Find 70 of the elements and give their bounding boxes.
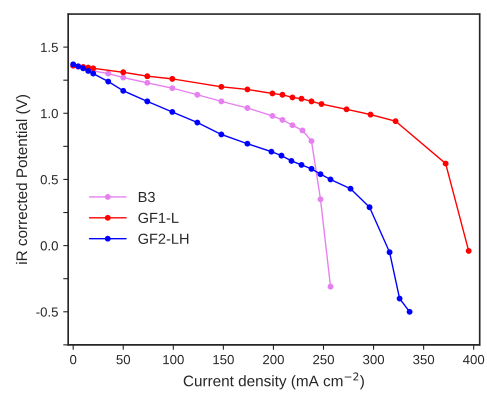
point — [298, 96, 304, 102]
y-tick-label: -0.5 — [36, 307, 58, 317]
point — [396, 296, 403, 302]
point — [144, 98, 150, 104]
point — [105, 70, 112, 77]
legend-label: GF2-LH — [138, 234, 188, 244]
point — [120, 88, 126, 94]
point — [298, 162, 304, 168]
point — [392, 118, 399, 124]
point — [244, 140, 250, 147]
legend-label: B3 — [138, 192, 155, 202]
point — [348, 186, 354, 192]
point — [218, 84, 224, 90]
point — [244, 86, 250, 92]
y-tick-label: 0.0 — [40, 241, 58, 251]
point — [90, 70, 96, 77]
y-tick-label: 0.5 — [40, 175, 58, 184]
point — [308, 98, 314, 104]
x-tick-label: 200 — [263, 354, 284, 364]
point — [120, 69, 126, 76]
point — [290, 122, 296, 128]
point — [308, 166, 314, 172]
y-tick-label: 1.5 — [41, 42, 58, 52]
point — [144, 80, 150, 86]
y-axis-title: iR corrected Potential (V) — [16, 95, 30, 264]
point — [169, 109, 176, 115]
point — [318, 196, 324, 202]
point — [318, 171, 324, 178]
x-tick-label: 350 — [413, 354, 434, 364]
point — [288, 158, 294, 164]
point — [466, 248, 472, 254]
point — [328, 176, 334, 182]
point — [218, 132, 224, 138]
point — [169, 76, 176, 82]
point — [268, 148, 274, 155]
x-tick-label: 150 — [213, 354, 234, 364]
point — [328, 284, 334, 290]
point — [308, 138, 314, 144]
point — [244, 105, 250, 111]
x-tick-label: 0 — [70, 354, 76, 364]
point — [144, 73, 150, 80]
point — [269, 112, 276, 119]
point — [442, 160, 449, 167]
x-tick-label: 50 — [116, 354, 130, 364]
y-tick-label: 1.0 — [41, 108, 58, 118]
point — [368, 112, 374, 118]
point — [105, 78, 112, 84]
point — [269, 90, 276, 96]
point — [344, 106, 350, 112]
point — [218, 98, 224, 104]
x-axis-title: Current density (mA cm$^{−2}$) — [184, 372, 364, 390]
point — [169, 85, 176, 92]
point — [406, 308, 413, 315]
point — [194, 120, 200, 126]
x-tick-label: 100 — [163, 354, 184, 364]
point — [120, 74, 126, 81]
point — [90, 65, 96, 72]
point — [290, 94, 296, 100]
point — [280, 116, 286, 123]
x-tick-label: 400 — [462, 354, 484, 364]
point — [280, 92, 286, 98]
x-tick-label: 300 — [363, 354, 384, 364]
point — [318, 101, 324, 107]
point — [366, 204, 373, 210]
legend-label: GF1-L — [138, 212, 179, 224]
x-tick-label: 250 — [313, 354, 334, 364]
point — [194, 92, 200, 98]
point — [300, 128, 306, 134]
point — [386, 249, 393, 256]
point — [278, 152, 284, 159]
